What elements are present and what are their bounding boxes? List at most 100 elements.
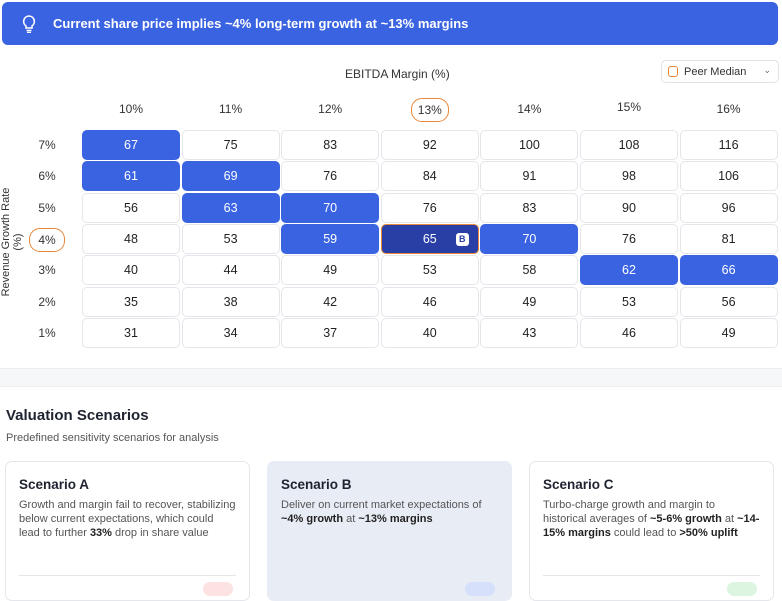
column-header: 15% [580, 96, 678, 118]
grid-cell[interactable]: 38 [181, 286, 280, 317]
grid-cell[interactable]: 63 [181, 192, 280, 223]
row-header: 5% [26, 197, 68, 219]
base-case-badge: B [455, 232, 469, 246]
column-header: 16% [680, 98, 778, 120]
grid-cell[interactable]: 46 [580, 317, 678, 348]
scenario-card[interactable]: Scenario C Turbo-charge growth and margin… [529, 461, 774, 601]
scenario-badge [465, 582, 495, 596]
row-label: 6% [38, 169, 56, 184]
grid-cell[interactable]: 53 [181, 223, 280, 254]
grid-cell[interactable]: 53 [380, 255, 479, 286]
column-header: 11% [182, 98, 280, 120]
row-header: 7% [26, 134, 68, 156]
grid-cell[interactable]: 56 [82, 192, 180, 223]
grid-cell[interactable]: 91 [480, 161, 579, 192]
row-header: 4% [26, 227, 68, 252]
grid-cell[interactable]: 83 [281, 130, 380, 160]
peer-median-checkbox[interactable] [668, 66, 678, 77]
grid-cell[interactable]: 70 [281, 192, 380, 223]
grid-cell[interactable]: 83 [480, 192, 579, 223]
grid-cell[interactable]: 34 [181, 317, 280, 348]
row-label: 2% [38, 294, 56, 309]
grid-cell[interactable]: 76 [281, 161, 380, 192]
peer-median-label: Peer Median [684, 65, 747, 78]
grid-cell[interactable]: 42 [281, 286, 380, 317]
grid-cell[interactable]: 59 [281, 223, 380, 254]
banner-text: Current share price implies ~4% long-ter… [53, 16, 469, 31]
column-header: 12% [281, 98, 379, 120]
column-label: 16% [716, 102, 741, 116]
grid-cell[interactable]: 49 [281, 255, 380, 286]
column-header: 13% [381, 98, 479, 122]
scenario-title: Scenario A [19, 477, 90, 492]
grid-cell[interactable]: 108 [580, 130, 678, 160]
grid-cell[interactable]: 66 [679, 255, 778, 286]
grid-cell[interactable]: 35 [82, 286, 180, 317]
grid-cell[interactable]: 96 [679, 192, 778, 223]
scenario-description: Deliver on current market expectations o… [281, 499, 482, 525]
grid-cell[interactable]: 48 [82, 223, 180, 254]
scenarios-title: Valuation Scenarios [6, 407, 149, 424]
grid-cell[interactable]: 69 [181, 161, 280, 192]
grid-cell[interactable]: 53 [580, 286, 678, 317]
scenario-card[interactable]: Scenario B Deliver on current market expe… [267, 461, 512, 601]
section-divider [0, 368, 782, 387]
row-header: 3% [26, 259, 68, 281]
grid-cell[interactable]: 65 B [380, 223, 479, 254]
grid-cell[interactable]: 76 [380, 192, 479, 223]
column-label: 14% [517, 102, 542, 116]
x-axis-title: EBITDA Margin (%) [345, 67, 450, 81]
grid-cell[interactable]: 100 [480, 130, 579, 160]
column-label: 15% [616, 100, 642, 114]
grid-cell[interactable]: 56 [679, 286, 778, 317]
grid-cell[interactable]: 37 [281, 317, 380, 348]
grid-cell[interactable]: 70 [480, 223, 579, 254]
grid-cell[interactable]: 90 [580, 192, 678, 223]
grid-cell[interactable]: 61 [82, 161, 180, 192]
scenario-title: Scenario C [543, 477, 614, 492]
column-label: 12% [318, 102, 343, 116]
lightbulb-icon [22, 14, 36, 33]
column-header: 14% [480, 98, 578, 120]
grid-cell[interactable]: 58 [480, 255, 579, 286]
grid-cell[interactable]: 116 [679, 130, 778, 160]
grid-cell[interactable]: 98 [580, 161, 678, 192]
grid-cell[interactable]: 84 [380, 161, 479, 192]
grid-cell[interactable]: 49 [679, 317, 778, 348]
scenario-description: Growth and margin fail to recover, stabi… [19, 499, 236, 539]
scenario-badge [727, 582, 757, 596]
grid-cell[interactable]: 106 [679, 161, 778, 192]
card-divider [543, 575, 760, 576]
card-divider [19, 575, 236, 576]
chevron-down-icon: ⌄ [763, 65, 771, 75]
scenario-badge [203, 582, 233, 596]
row-label: 3% [38, 263, 56, 278]
grid-cell[interactable]: 67 [82, 130, 180, 160]
column-label: 11% [219, 102, 243, 116]
row-label: 7% [38, 138, 56, 152]
grid-cell[interactable]: 46 [380, 286, 479, 317]
grid-cell[interactable]: 49 [480, 286, 579, 317]
grid-cell[interactable]: 76 [580, 223, 678, 254]
grid-cell[interactable]: 92 [380, 130, 479, 160]
row-header: 2% [26, 291, 68, 313]
insight-banner: Current share price implies ~4% long-ter… [2, 2, 778, 45]
row-label: 1% [38, 325, 56, 340]
grid-cell[interactable]: 75 [181, 130, 280, 160]
scenario-title: Scenario B [281, 477, 352, 492]
grid-cell[interactable]: 62 [580, 255, 678, 286]
grid-cell[interactable]: 43 [480, 317, 579, 348]
peer-median-select[interactable]: Peer Median ⌄ [661, 60, 779, 83]
grid-cell[interactable]: 40 [380, 317, 479, 348]
grid-cell[interactable]: 44 [181, 255, 280, 286]
grid-cell[interactable]: 81 [679, 223, 778, 254]
scenario-card[interactable]: Scenario A Growth and margin fail to reco… [5, 461, 250, 601]
grid-cell[interactable]: 40 [82, 255, 180, 286]
grid-cell[interactable]: 31 [82, 317, 180, 348]
row-label: 5% [38, 200, 56, 215]
column-label: 10% [118, 102, 144, 116]
scenario-description: Turbo-charge growth and margin to histor… [543, 499, 760, 539]
column-label: 13% [410, 98, 449, 122]
row-header: 6% [26, 165, 68, 187]
row-header: 1% [26, 322, 68, 344]
